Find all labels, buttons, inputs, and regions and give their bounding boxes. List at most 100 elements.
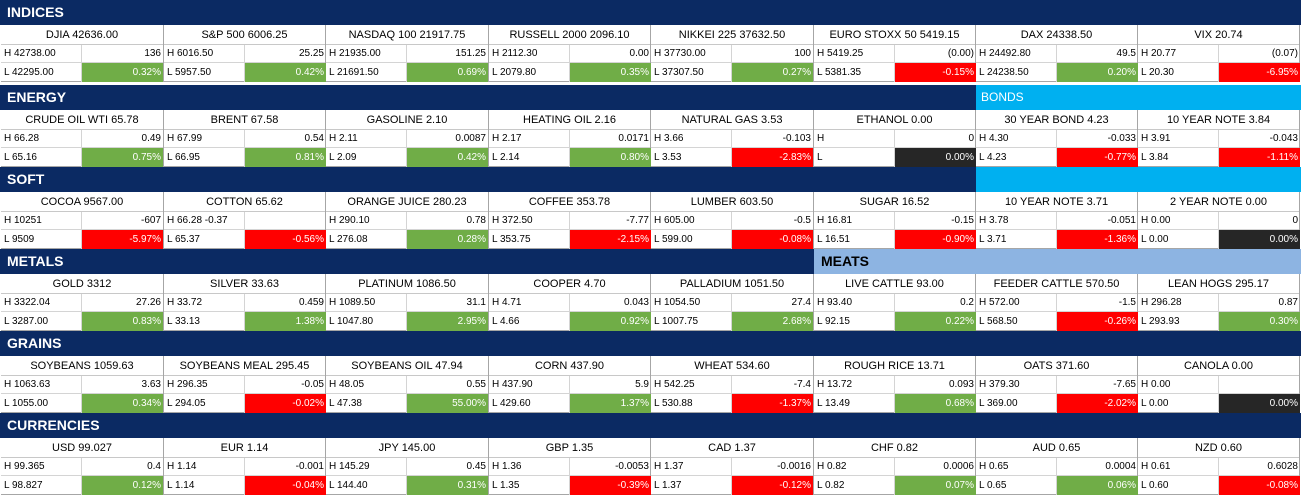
high-value: H 4.30 xyxy=(979,133,1009,144)
quote-cell[interactable]: CAD 1.37 H 1.37 -0.0016 L 1.37 -0.12% xyxy=(651,438,814,495)
high-value: H 1.37 xyxy=(654,461,684,472)
high-row: H 1.37 -0.0016 xyxy=(651,458,813,476)
low-value: L 294.05 xyxy=(167,398,206,409)
high-value: H 42738.00 xyxy=(4,48,56,59)
low-value: L 66.95 xyxy=(167,152,200,163)
instrument-name: EUR 1.14 xyxy=(164,438,325,458)
percent-change-badge: 0.42% xyxy=(406,148,488,167)
quote-cell[interactable]: COOPER 4.70 H 4.71 0.043 L 4.66 0.92% xyxy=(489,274,651,331)
high-row: H 42738.00 136 xyxy=(1,45,163,63)
high-row: H 5419.25 (0.00) xyxy=(814,45,975,63)
quote-cell[interactable]: PLATINUM 1086.50 H 1089.50 31.1 L 1047.80 2.… xyxy=(326,274,489,331)
quote-cell[interactable]: CHF 0.82 H 0.82 0.0006 L 0.82 0.07% xyxy=(814,438,976,495)
quote-cell[interactable]: DJIA 42636.00 H 42738.00 136 L 42295.00 0.32… xyxy=(1,25,164,82)
high-row: H 3.78 -0.051 xyxy=(976,212,1137,230)
quote-cell[interactable]: S&P 500 6006.25 H 6016.50 25.25 L 5957.50 0.… xyxy=(164,25,326,82)
percent-change-badge: 1.38% xyxy=(244,312,326,331)
quote-cell[interactable]: ETHANOL 0.00 H 0 L 0.00% xyxy=(814,110,976,167)
quote-cell[interactable]: GASOLINE 2.10 H 2.11 0.0087 L 2.09 0.42% xyxy=(326,110,489,167)
percent-change-badge: 0.00% xyxy=(894,148,976,167)
instrument-name: NATURAL GAS 3.53 xyxy=(651,110,813,130)
quote-cell[interactable]: SOYBEANS OIL 47.94 H 48.05 0.55 L 47.38 55.0… xyxy=(326,356,489,413)
quote-cell[interactable]: CRUDE OIL WTI 65.78 H 66.28 0.49 L 65.16 0.7… xyxy=(1,110,164,167)
high-row: H 379.30 -7.65 xyxy=(976,376,1137,394)
low-value: L 0.00 xyxy=(1141,398,1169,409)
low-value: L 5957.50 xyxy=(167,67,212,78)
quote-cell[interactable]: PALLADIUM 1051.50 H 1054.50 27.4 L 1007.75 2… xyxy=(651,274,814,331)
instrument-name: 2 YEAR NOTE 0.00 xyxy=(1138,192,1299,212)
change-value: -0.0053 xyxy=(569,458,651,475)
quote-cell[interactable]: WHEAT 534.60 H 542.25 -7.4 L 530.88 -1.37% xyxy=(651,356,814,413)
high-value: H 372.50 xyxy=(492,215,533,226)
percent-change-badge: 0.69% xyxy=(406,63,488,82)
quote-cell[interactable]: NASDAQ 100 21917.75 H 21935.00 151.25 L 216… xyxy=(326,25,489,82)
high-value: H 13.72 xyxy=(817,379,853,390)
instrument-name: GASOLINE 2.10 xyxy=(326,110,488,130)
quote-cell[interactable]: LUMBER 603.50 H 605.00 -0.5 L 599.00 -0.08% xyxy=(651,192,814,249)
quote-cell[interactable]: 10 YEAR NOTE 3.71 H 3.78 -0.051 L 3.71 -1.36… xyxy=(976,192,1138,249)
quote-cell[interactable]: SUGAR 16.52 H 16.81 -0.15 L 16.51 -0.90% xyxy=(814,192,976,249)
percent-change-badge: 0.68% xyxy=(894,394,976,413)
quote-cell[interactable]: VIX 20.74 H 20.77 (0.07) L 20.30 -6.95% xyxy=(1138,25,1300,82)
high-row: H 2112.30 0.00 xyxy=(489,45,650,63)
quote-cell[interactable]: CANOLA 0.00 H 0.00 L 0.00 0.00% xyxy=(1138,356,1300,413)
change-value: 0.043 xyxy=(569,294,651,311)
quote-cell[interactable]: HEATING OIL 2.16 H 2.17 0.0171 L 2.14 0.80% xyxy=(489,110,651,167)
quote-cell[interactable]: EUR 1.14 H 1.14 -0.001 L 1.14 -0.04% xyxy=(164,438,326,495)
low-row: L 5381.35 -0.15% xyxy=(814,63,976,82)
quote-cell[interactable]: COCOA 9567.00 H 10251 -607 L 9509 -5.97% xyxy=(1,192,164,249)
high-row: H 37730.00 100 xyxy=(651,45,813,63)
instrument-name: SOYBEANS MEAL 295.45 xyxy=(164,356,325,376)
quote-cell[interactable]: GBP 1.35 H 1.36 -0.0053 L 1.35 -0.39% xyxy=(489,438,651,495)
instrument-name: NZD 0.60 xyxy=(1138,438,1299,458)
quote-cell[interactable]: GOLD 3312 H 3322.04 27.26 L 3287.00 0.83% xyxy=(1,274,164,331)
change-value: 0.0171 xyxy=(569,130,651,147)
high-row: H 4.30 -0.033 xyxy=(976,130,1137,148)
percent-change-badge: -1.11% xyxy=(1218,148,1300,167)
high-value: H 572.00 xyxy=(979,297,1020,308)
quote-cell[interactable]: SOYBEANS MEAL 295.45 H 296.35 -0.05 L 294.0… xyxy=(164,356,326,413)
quote-cell[interactable]: OATS 371.60 H 379.30 -7.65 L 369.00 -2.02% xyxy=(976,356,1138,413)
low-value: L 1.14 xyxy=(167,480,195,491)
quote-cell[interactable]: NATURAL GAS 3.53 H 3.66 -0.103 L 3.53 -2.83% xyxy=(651,110,814,167)
quote-cell[interactable]: 10 YEAR NOTE 3.84 H 3.91 -0.043 L 3.84 -1.11… xyxy=(1138,110,1300,167)
quote-cell[interactable]: ROUGH RICE 13.71 H 13.72 0.093 L 13.49 0.68% xyxy=(814,356,976,413)
change-value: -0.103 xyxy=(731,130,813,147)
quote-row-grains: SOYBEANS 1059.63 H 1063.63 3.63 L 1055.00 0.… xyxy=(1,356,1300,413)
high-value: H 3.91 xyxy=(1141,133,1171,144)
low-value: L 530.88 xyxy=(654,398,693,409)
quote-cell[interactable]: SOYBEANS 1059.63 H 1063.63 3.63 L 1055.00 0.… xyxy=(1,356,164,413)
instrument-name: LIVE CATTLE 93.00 xyxy=(814,274,975,294)
high-value: H 16.81 xyxy=(817,215,853,226)
quote-cell[interactable]: BRENT 67.58 H 67.99 0.54 L 66.95 0.81% xyxy=(164,110,326,167)
quote-cell[interactable]: DAX 24338.50 H 24492.80 49.5 L 24238.50 0.20… xyxy=(976,25,1138,82)
change-value: 25.25 xyxy=(244,45,326,62)
quote-cell[interactable]: ORANGE JUICE 280.23 H 290.10 0.78 L 276.08 0… xyxy=(326,192,489,249)
high-value: H 0.65 xyxy=(979,461,1009,472)
quote-cell[interactable]: USD 99.027 H 99.365 0.4 L 98.827 0.12% xyxy=(1,438,164,495)
quote-cell[interactable]: NIKKEI 225 37632.50 H 37730.00 100 L 37307.… xyxy=(651,25,814,82)
instrument-name: 30 YEAR BOND 4.23 xyxy=(976,110,1137,130)
high-row: H 0.65 0.0004 xyxy=(976,458,1137,476)
quote-cell[interactable]: CORN 437.90 H 437.90 5.9 L 429.60 1.37% xyxy=(489,356,651,413)
quote-cell[interactable]: AUD 0.65 H 0.65 0.0004 L 0.65 0.06% xyxy=(976,438,1138,495)
quote-cell[interactable]: JPY 145.00 H 145.29 0.45 L 144.40 0.31% xyxy=(326,438,489,495)
percent-change-badge: -6.95% xyxy=(1218,63,1300,82)
quote-cell[interactable]: COTTON 65.62 H 66.28 -0.37 L 65.37 -0.56% xyxy=(164,192,326,249)
high-row: H 296.28 0.87 xyxy=(1138,294,1299,312)
quote-cell[interactable]: COFFEE 353.78 H 372.50 -7.77 L 353.75 -2.15% xyxy=(489,192,651,249)
quote-cell[interactable]: LEAN HOGS 295.17 H 296.28 0.87 L 293.93 0.30… xyxy=(1138,274,1300,331)
quote-cell[interactable]: EURO STOXX 50 5419.15 H 5419.25 (0.00) L 53… xyxy=(814,25,976,82)
change-value xyxy=(244,212,326,229)
quote-cell[interactable]: NZD 0.60 H 0.61 0.6028 L 0.60 -0.08% xyxy=(1138,438,1300,495)
quote-cell[interactable]: FEEDER CATTLE 570.50 H 572.00 -1.5 L 568.50… xyxy=(976,274,1138,331)
quote-cell[interactable]: 30 YEAR BOND 4.23 H 4.30 -0.033 L 4.23 -0.77… xyxy=(976,110,1138,167)
high-row: H 48.05 0.55 xyxy=(326,376,488,394)
quote-cell[interactable]: LIVE CATTLE 93.00 H 93.40 0.2 L 92.15 0.22% xyxy=(814,274,976,331)
percent-change-badge: 0.07% xyxy=(894,476,976,495)
high-row: H 0.82 0.0006 xyxy=(814,458,975,476)
quote-cell[interactable]: 2 YEAR NOTE 0.00 H 0.00 0 L 0.00 0.00% xyxy=(1138,192,1300,249)
high-row: H 0.00 xyxy=(1138,376,1299,394)
quote-cell[interactable]: RUSSELL 2000 2096.10 H 2112.30 0.00 L 2079.… xyxy=(489,25,651,82)
quote-cell[interactable]: SILVER 33.63 H 33.72 0.459 L 33.13 1.38% xyxy=(164,274,326,331)
